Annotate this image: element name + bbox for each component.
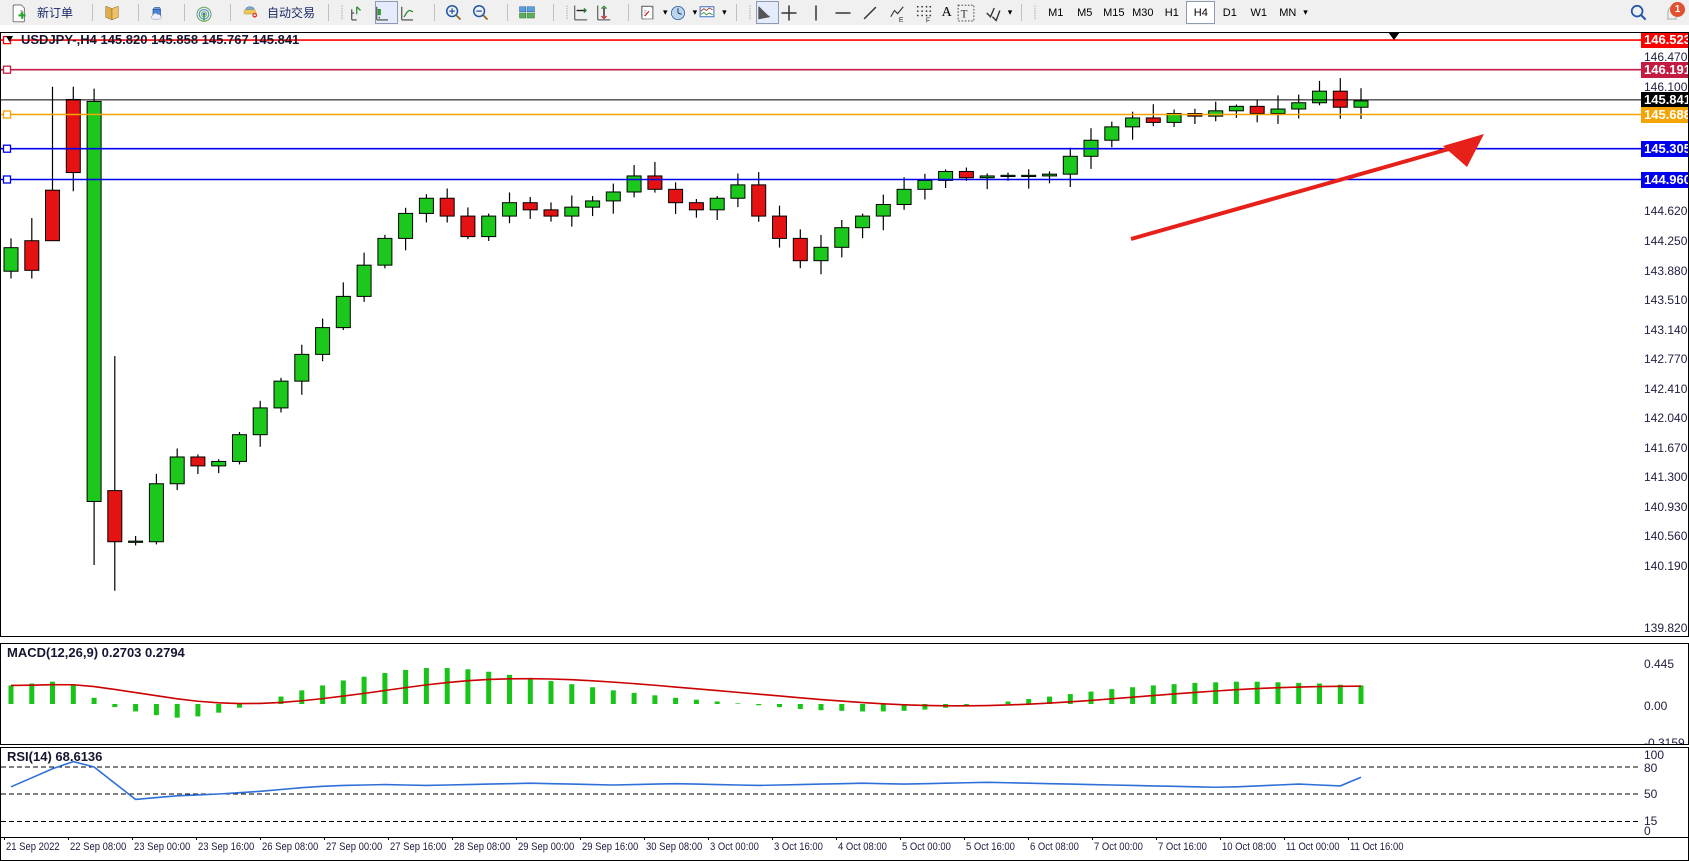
svg-text:USDJPY-,H4 145.820 145.858 14: USDJPY-,H4 145.820 145.858 145.767 145.8…: [21, 33, 299, 47]
svg-text:RSI(14) 68.6136: RSI(14) 68.6136: [7, 749, 102, 764]
svg-text:MACD(12,26,9) 0.2703 0.2794: MACD(12,26,9) 0.2703 0.2794: [7, 645, 186, 660]
svg-text:T: T: [960, 8, 967, 20]
svg-text:F: F: [926, 17, 930, 23]
svg-text:E: E: [899, 16, 904, 22]
